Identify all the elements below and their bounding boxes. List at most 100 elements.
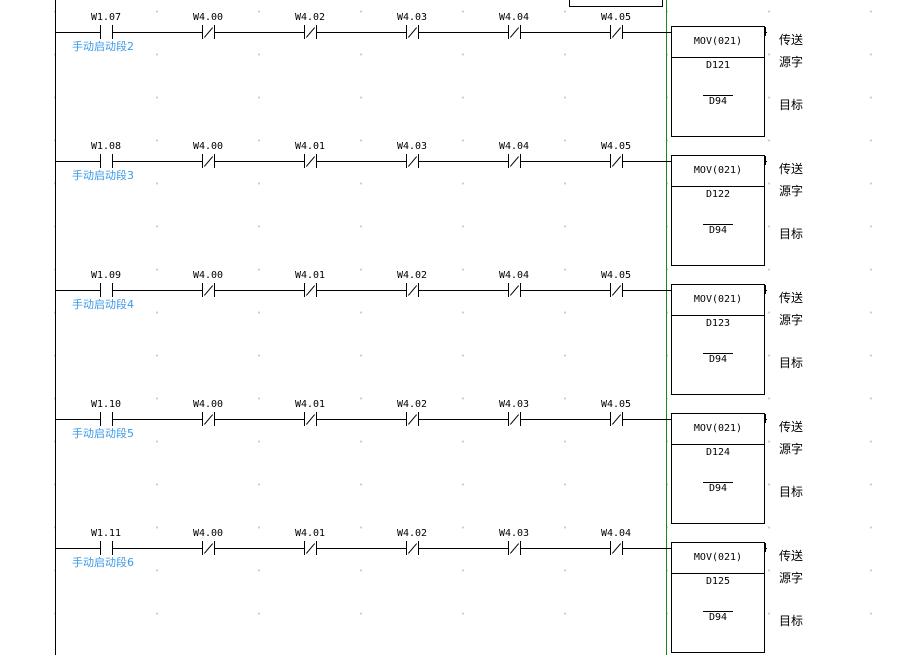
dest-label: 目标 — [779, 485, 804, 499]
normally-open-contact[interactable] — [98, 412, 115, 426]
output-terminal — [764, 290, 767, 291]
normally-closed-contact[interactable] — [404, 283, 421, 297]
dest-operand-row: D94 — [672, 224, 764, 237]
normally-closed-contact[interactable] — [302, 283, 319, 297]
contact-slash — [407, 285, 418, 296]
contact-wire — [200, 548, 203, 549]
output-terminal — [764, 161, 767, 162]
normally-closed-contact[interactable] — [608, 283, 625, 297]
contact-address: W1.10 — [90, 399, 122, 410]
normally-closed-contact[interactable] — [404, 412, 421, 426]
source-operand: D122 — [705, 189, 731, 200]
contact-wire — [506, 419, 509, 420]
normally-closed-contact[interactable] — [302, 25, 319, 39]
normally-closed-contact[interactable] — [404, 25, 421, 39]
contact-wire — [404, 419, 407, 420]
mov-instruction-block[interactable]: MOV(021) D123 D94 — [671, 284, 765, 395]
source-label: 源字 — [779, 442, 804, 456]
contact-comment: 手动启动段6 — [72, 556, 134, 569]
normally-closed-contact[interactable] — [302, 154, 319, 168]
contact-address: W4.05 — [600, 399, 632, 410]
source-label: 源字 — [779, 313, 804, 327]
contact-address: W4.02 — [396, 270, 428, 281]
dest-operand-row: D94 — [672, 482, 764, 495]
contact-wire — [506, 290, 509, 291]
contact-wire — [98, 548, 101, 549]
source-label: 源字 — [779, 55, 804, 69]
contact-wire — [520, 548, 523, 549]
mov-instruction-block[interactable]: MOV(021) D121 D94 — [671, 26, 765, 137]
right-power-rail — [666, 0, 667, 655]
contact-wire — [622, 290, 625, 291]
dest-operand: D94 — [702, 611, 734, 624]
instruction-label: 传送 — [779, 291, 804, 305]
contact-address: W4.04 — [498, 141, 530, 152]
contact-wire — [200, 290, 203, 291]
contact-wire — [214, 419, 217, 420]
contact-address: W4.04 — [498, 270, 530, 281]
normally-closed-contact[interactable] — [608, 154, 625, 168]
left-power-rail — [55, 0, 56, 655]
normally-closed-contact[interactable] — [506, 154, 523, 168]
contact-slash — [203, 414, 214, 425]
normally-closed-contact[interactable] — [608, 541, 625, 555]
normally-closed-contact[interactable] — [506, 25, 523, 39]
normally-open-contact[interactable] — [98, 154, 115, 168]
dest-label: 目标 — [779, 356, 804, 370]
contact-wire — [404, 290, 407, 291]
contact-wire — [404, 161, 407, 162]
rung-wire — [55, 32, 671, 33]
contact-wire — [302, 419, 305, 420]
contact-address: W1.11 — [90, 528, 122, 539]
contact-wire — [418, 419, 421, 420]
normally-closed-contact[interactable] — [404, 154, 421, 168]
contact-wire — [112, 548, 115, 549]
contact-address: W4.02 — [396, 528, 428, 539]
output-terminal — [764, 548, 767, 549]
contact-wire — [608, 32, 611, 33]
dest-operand: D94 — [702, 95, 734, 108]
normally-closed-contact[interactable] — [200, 541, 217, 555]
contact-wire — [418, 32, 421, 33]
previous-instruction-box[interactable] — [569, 0, 663, 7]
contact-slash — [305, 543, 316, 554]
dest-operand-row: D94 — [672, 611, 764, 624]
contact-slash — [407, 27, 418, 38]
dest-operand: D94 — [702, 353, 734, 366]
dest-label: 目标 — [779, 614, 804, 628]
mov-instruction-block[interactable]: MOV(021) D124 D94 — [671, 413, 765, 524]
normally-closed-contact[interactable] — [200, 25, 217, 39]
output-terminal — [765, 156, 766, 165]
normally-closed-contact[interactable] — [608, 412, 625, 426]
contact-wire — [112, 290, 115, 291]
normally-closed-contact[interactable] — [302, 412, 319, 426]
contact-wire — [622, 32, 625, 33]
normally-closed-contact[interactable] — [200, 412, 217, 426]
rung-wire — [55, 419, 671, 420]
normally-closed-contact[interactable] — [506, 283, 523, 297]
contact-address: W4.04 — [498, 12, 530, 23]
normally-closed-contact[interactable] — [200, 154, 217, 168]
contact-slash — [305, 285, 316, 296]
source-label: 源字 — [779, 571, 804, 585]
normally-open-contact[interactable] — [98, 541, 115, 555]
source-operand: D121 — [705, 60, 731, 71]
normally-closed-contact[interactable] — [200, 283, 217, 297]
contact-slash — [203, 543, 214, 554]
normally-closed-contact[interactable] — [506, 412, 523, 426]
normally-open-contact[interactable] — [98, 283, 115, 297]
normally-closed-contact[interactable] — [608, 25, 625, 39]
contact-wire — [316, 32, 319, 33]
normally-closed-contact[interactable] — [404, 541, 421, 555]
mov-instruction-block[interactable]: MOV(021) D125 D94 — [671, 542, 765, 653]
contact-wire — [200, 161, 203, 162]
mov-instruction-block[interactable]: MOV(021) D122 D94 — [671, 155, 765, 266]
normally-closed-contact[interactable] — [506, 541, 523, 555]
normally-open-contact[interactable] — [98, 25, 115, 39]
contact-wire — [520, 290, 523, 291]
normally-closed-contact[interactable] — [302, 541, 319, 555]
contact-slash — [203, 285, 214, 296]
instruction-name: MOV(021) — [672, 27, 764, 58]
contact-wire — [520, 32, 523, 33]
